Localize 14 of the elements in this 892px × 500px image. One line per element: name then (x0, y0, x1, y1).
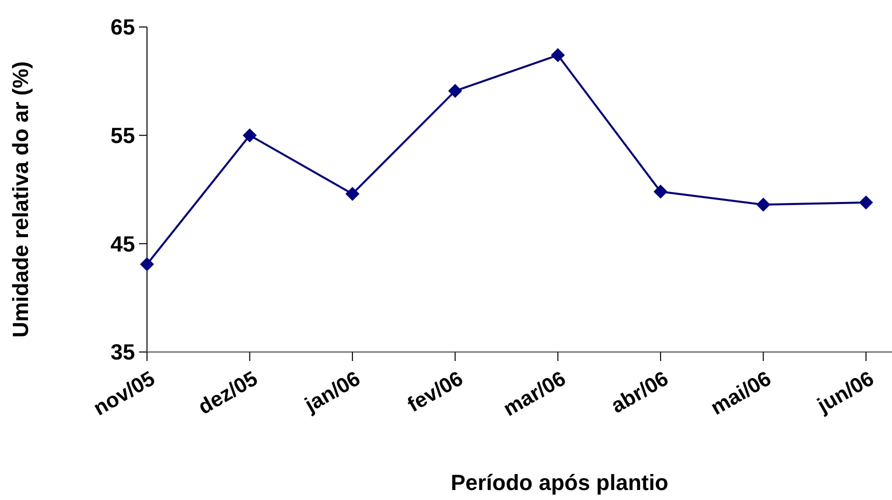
y-tick-label: 35 (110, 340, 135, 365)
point (550, 48, 565, 62)
point (654, 184, 668, 199)
point (756, 198, 770, 212)
point (859, 196, 873, 210)
point (345, 186, 360, 201)
y-tick-label: 65 (110, 14, 135, 40)
x-axis-title: Período após plantio (450, 470, 668, 495)
point (140, 257, 154, 272)
point (448, 84, 462, 98)
y-tick-label: 45 (110, 231, 135, 256)
point (242, 128, 257, 142)
y-tick-label: 55 (110, 123, 135, 148)
y-axis-title: Umidade relativa do ar (%) (8, 61, 33, 338)
